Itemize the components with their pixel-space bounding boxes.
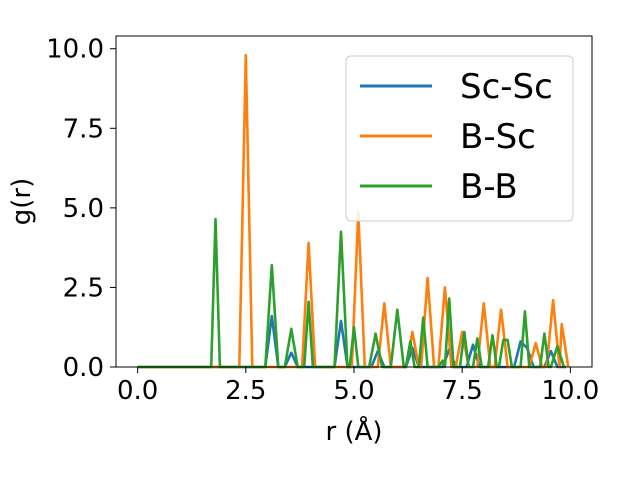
x-tick-label: 5.0 xyxy=(333,376,374,406)
legend-label-sc-sc: Sc-Sc xyxy=(460,67,553,107)
legend-label-b-sc: B-Sc xyxy=(460,117,536,157)
legend-box xyxy=(345,55,574,222)
series-line-b-b xyxy=(137,217,566,369)
x-tick-label: 7.5 xyxy=(442,376,483,406)
y-tick-label: 2.5 xyxy=(63,273,104,303)
legend-label-b-b: B-B xyxy=(460,167,518,207)
y-tick-label: 0.0 xyxy=(63,353,104,383)
y-axis-label: g(r) xyxy=(7,178,37,225)
x-axis-label: r (Å) xyxy=(325,415,382,447)
legend: Sc-Sc B-Sc B-B xyxy=(345,55,574,222)
y-tick-label: 7.5 xyxy=(63,114,104,144)
y-axis: 0.0 2.5 5.0 7.5 10.0 xyxy=(46,35,116,383)
x-tick-label: 0.0 xyxy=(117,376,158,406)
y-tick-label: 5.0 xyxy=(63,194,104,224)
x-tick-label: 2.5 xyxy=(225,376,266,406)
x-axis: 0.0 2.5 5.0 7.5 10.0 xyxy=(117,367,599,406)
x-tick-label: 10.0 xyxy=(541,376,599,406)
y-tick-label: 10.0 xyxy=(46,35,104,65)
